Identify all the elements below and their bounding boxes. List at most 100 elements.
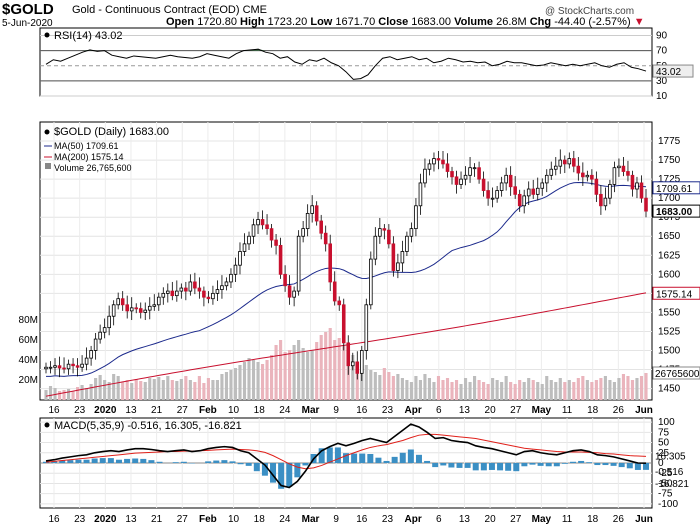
price-x-tick-label: 23	[74, 405, 86, 416]
volume-bar	[630, 380, 635, 400]
rsi-line	[45, 48, 647, 80]
candle-body	[215, 289, 220, 294]
macd-histogram-bar	[67, 460, 74, 463]
macd-x-tick-label: 9	[333, 514, 339, 525]
candle-body	[472, 167, 477, 170]
price-tick-label: 1450	[658, 384, 681, 395]
candle-body	[612, 167, 617, 185]
candle-body	[161, 292, 166, 298]
macd-x-tick-label: 10	[228, 514, 240, 525]
candle-body	[441, 159, 445, 165]
candle-body	[387, 229, 391, 245]
symbol-title: $GOLD	[2, 1, 54, 18]
macd-histogram-bar	[172, 462, 179, 463]
rsi-legend-icon	[44, 32, 50, 38]
volume-bar	[134, 379, 138, 400]
volume-bar	[310, 350, 314, 400]
candle-body	[585, 174, 590, 178]
macd-x-tick-label: May	[532, 514, 552, 525]
macd-histogram-bar	[326, 447, 333, 463]
macd-histogram-bar	[513, 463, 520, 472]
candle-body	[314, 205, 319, 222]
candle-body	[44, 366, 48, 370]
candle-body	[206, 296, 211, 300]
macd-x-tick-label: 27	[177, 514, 189, 525]
candle-body	[197, 287, 202, 292]
macd-x-tick-label: 21	[151, 514, 163, 525]
volume-bar	[563, 382, 567, 400]
volume-bar	[139, 381, 143, 400]
rsi-tick-label: 10	[656, 91, 668, 102]
x-axes: 1616232320202020131321212727FebFeb101018…	[48, 405, 652, 525]
macd-histogram-bar	[245, 463, 252, 466]
candle-body	[251, 224, 256, 237]
macd-histogram-bar	[529, 463, 536, 465]
candle-body	[220, 285, 224, 290]
candle-body	[48, 366, 53, 369]
volume-bar	[324, 332, 328, 400]
volume-bar	[85, 388, 89, 400]
change-down-icon: ▼	[633, 16, 645, 28]
macd-histogram-bar	[367, 454, 374, 463]
macd-histogram-bar	[205, 461, 212, 463]
candle-body	[301, 228, 305, 237]
macd-histogram-bar	[561, 463, 568, 464]
volume-bar	[98, 375, 102, 400]
volume-bar	[603, 376, 607, 400]
volume-legend-swatch	[45, 163, 51, 169]
volume-bar	[387, 372, 391, 400]
volume-bar	[644, 373, 648, 400]
ma50-legend-label: MA(50) 1709.61	[54, 141, 119, 151]
volume-bar	[364, 365, 368, 400]
volume-bar	[576, 378, 580, 400]
macd-histogram-bar	[156, 461, 163, 463]
price-x-tick-label: 16	[48, 405, 60, 416]
candle-body	[630, 174, 635, 190]
volume-bar	[166, 376, 170, 400]
price-legend-label: $GOLD (Daily) 1683.00	[54, 126, 169, 138]
candle-body	[175, 290, 179, 297]
price-x-tick-label: 18	[254, 405, 266, 416]
candle-body	[156, 296, 161, 306]
macd-histogram-bar	[278, 463, 285, 489]
candle-body	[581, 172, 585, 178]
macd-histogram-bar	[383, 460, 390, 463]
macd-histogram-bar	[537, 463, 544, 466]
volume-bar	[477, 380, 481, 400]
candle-body	[639, 182, 644, 199]
volume-bar	[292, 345, 296, 400]
candle-body	[283, 273, 287, 287]
volume-bar	[319, 335, 323, 400]
volume-bar	[612, 382, 616, 400]
macd-x-tick-label: 2020	[94, 514, 117, 525]
volume-bar	[179, 379, 183, 400]
candle-body	[432, 158, 436, 165]
candle-body	[179, 287, 184, 292]
macd-histogram-bar	[334, 447, 341, 463]
candle-body	[576, 165, 581, 174]
volume-bar	[423, 374, 427, 400]
rsi-tick-label: 30	[656, 76, 668, 87]
macd-x-tick-label: Feb	[199, 514, 217, 525]
macd-histogram-bar	[261, 463, 268, 476]
volume-bar	[373, 372, 377, 400]
macd-histogram-bar	[59, 460, 66, 463]
candle-body	[328, 243, 332, 283]
candle-body	[202, 290, 206, 298]
candle-body	[590, 174, 594, 180]
volume-bar	[76, 387, 80, 400]
volume-tick-label: 40M	[19, 355, 38, 366]
volume-bar	[265, 360, 269, 400]
macd-histogram-bar	[432, 463, 439, 468]
price-x-tick-label: 21	[151, 405, 163, 416]
volume-bar	[202, 383, 206, 400]
macd-histogram-bar	[115, 459, 122, 463]
price-x-tick-label: 2020	[94, 405, 117, 416]
volume-tick-label: 60M	[19, 335, 38, 346]
volume-bar	[554, 382, 558, 400]
price-x-tick-label: 24	[279, 405, 291, 416]
ma200-legend-label: MA(200) 1575.14	[54, 152, 124, 162]
volume-bar	[170, 380, 174, 400]
volume-bar	[522, 382, 526, 400]
